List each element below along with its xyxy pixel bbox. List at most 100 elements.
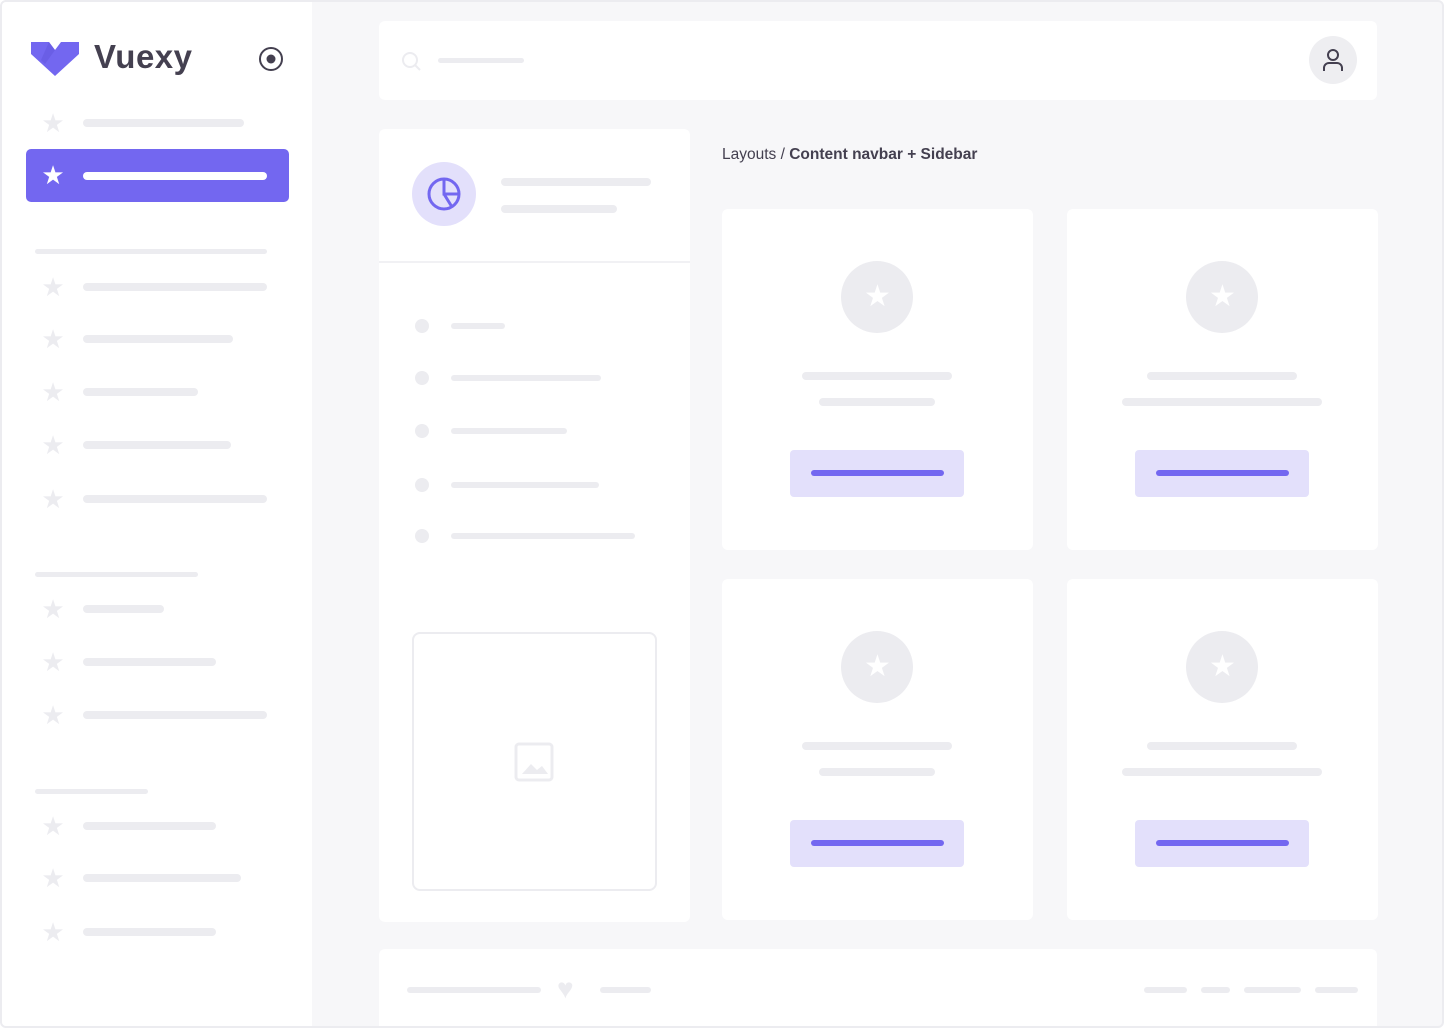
vuexy-logo-icon bbox=[31, 42, 79, 76]
sidebar-item-label-placeholder bbox=[83, 874, 241, 882]
sidebar-item[interactable]: ★ bbox=[2, 912, 302, 952]
sidebar-item-label-placeholder bbox=[83, 441, 231, 449]
card-button[interactable] bbox=[790, 820, 964, 867]
section-header-placeholder bbox=[35, 249, 267, 254]
star-icon: ★ bbox=[1209, 280, 1236, 313]
sidebar-item-label-placeholder bbox=[83, 119, 244, 127]
list-item[interactable] bbox=[409, 473, 669, 497]
star-icon: ★ bbox=[41, 863, 65, 893]
list-item[interactable] bbox=[409, 366, 669, 390]
sidebar-item-label-placeholder bbox=[83, 605, 164, 613]
search-input[interactable] bbox=[438, 58, 524, 63]
divider bbox=[379, 261, 690, 263]
image-placeholder bbox=[412, 632, 657, 891]
star-icon: ★ bbox=[864, 650, 891, 683]
star-icon: ★ bbox=[1209, 650, 1236, 683]
star-icon: ★ bbox=[41, 811, 65, 841]
card-avatar: ★ bbox=[1186, 261, 1258, 333]
sidebar-item[interactable]: ★ bbox=[2, 858, 302, 898]
footer-text-placeholder bbox=[600, 987, 651, 993]
card-text-placeholder bbox=[819, 398, 935, 406]
breadcrumb: Layouts / Content navbar + Sidebar bbox=[722, 146, 977, 164]
star-icon: ★ bbox=[41, 594, 65, 624]
sidebar: Vuexy ★ ★ ★ ★ ★ ★ ★ ★ ★ ★ ★ ★ ★ bbox=[2, 2, 312, 1026]
sidebar-item[interactable]: ★ bbox=[2, 695, 302, 735]
card-button-label-placeholder bbox=[1156, 840, 1289, 846]
sidebar-item[interactable]: ★ bbox=[2, 642, 302, 682]
star-icon: ★ bbox=[41, 700, 65, 730]
star-icon: ★ bbox=[41, 377, 65, 407]
sidebar-item[interactable]: ★ bbox=[2, 372, 302, 412]
card-button[interactable] bbox=[1135, 820, 1309, 867]
list-item-placeholder bbox=[451, 482, 599, 488]
avatar[interactable] bbox=[1309, 36, 1357, 84]
star-icon: ★ bbox=[41, 484, 65, 514]
breadcrumb-current: Content navbar + Sidebar bbox=[789, 146, 978, 163]
sidebar-item[interactable]: ★ bbox=[2, 267, 302, 307]
star-icon: ★ bbox=[41, 917, 65, 947]
section-header-placeholder bbox=[35, 789, 148, 794]
star-icon: ★ bbox=[41, 108, 65, 138]
sidebar-item-label-placeholder bbox=[83, 172, 267, 180]
card-text-placeholder bbox=[1122, 398, 1322, 406]
list-item-placeholder bbox=[451, 375, 601, 381]
sidebar-item[interactable]: ★ bbox=[2, 103, 302, 143]
sidebar-item[interactable]: ★ bbox=[2, 806, 302, 846]
footer-link[interactable] bbox=[1144, 987, 1187, 993]
footer-link[interactable] bbox=[1244, 987, 1301, 993]
card-title-placeholder bbox=[1147, 742, 1297, 750]
breadcrumb-parent[interactable]: Layouts bbox=[722, 146, 777, 163]
bullet bbox=[415, 478, 429, 492]
radio-target-icon[interactable] bbox=[258, 46, 284, 72]
list-item[interactable] bbox=[409, 524, 669, 548]
breadcrumb-separator: / bbox=[776, 146, 790, 163]
sidebar-item-label-placeholder bbox=[83, 388, 198, 396]
search-icon[interactable] bbox=[401, 51, 421, 71]
sidebar-item[interactable]: ★ bbox=[2, 479, 302, 519]
content-card: ★ bbox=[722, 209, 1033, 550]
star-icon: ★ bbox=[41, 430, 65, 460]
card-avatar: ★ bbox=[841, 631, 913, 703]
list-item-placeholder bbox=[451, 428, 567, 434]
bullet bbox=[415, 371, 429, 385]
section-header-placeholder bbox=[35, 572, 198, 577]
sidebar-item-label-placeholder bbox=[83, 495, 267, 503]
card-avatar: ★ bbox=[841, 261, 913, 333]
list-item[interactable] bbox=[409, 419, 669, 443]
card-text-placeholder bbox=[819, 768, 935, 776]
bullet bbox=[415, 319, 429, 333]
sidebar-item-active[interactable]: ★ bbox=[26, 149, 289, 202]
sidebar-item[interactable]: ★ bbox=[2, 425, 302, 465]
sidebar-item[interactable]: ★ bbox=[2, 589, 302, 629]
content-card: ★ bbox=[1067, 579, 1378, 920]
card-button-label-placeholder bbox=[1156, 470, 1289, 476]
footer-link[interactable] bbox=[1201, 987, 1230, 993]
card-avatar: ★ bbox=[1186, 631, 1258, 703]
content-card: ★ bbox=[1067, 209, 1378, 550]
footer-link[interactable] bbox=[1315, 987, 1358, 993]
bullet bbox=[415, 529, 429, 543]
sidebar-item-label-placeholder bbox=[83, 822, 216, 830]
panel-title-placeholder bbox=[501, 178, 651, 186]
star-icon: ★ bbox=[41, 647, 65, 677]
footer: ♥ bbox=[379, 949, 1377, 1026]
footer-text-placeholder bbox=[407, 987, 541, 993]
list-item[interactable] bbox=[409, 314, 669, 338]
card-button[interactable] bbox=[1135, 450, 1309, 497]
sidebar-item-label-placeholder bbox=[83, 658, 216, 666]
star-icon: ★ bbox=[41, 324, 65, 354]
user-icon bbox=[1323, 49, 1343, 71]
image-icon bbox=[514, 742, 554, 782]
card-button[interactable] bbox=[790, 450, 964, 497]
pie-chart-icon bbox=[427, 177, 461, 211]
sidebar-item-label-placeholder bbox=[83, 283, 267, 291]
card-button-label-placeholder bbox=[811, 840, 944, 846]
card-text-placeholder bbox=[1122, 768, 1322, 776]
panel-subtitle-placeholder bbox=[501, 205, 617, 213]
list-item-placeholder bbox=[451, 323, 505, 329]
card-title-placeholder bbox=[1147, 372, 1297, 380]
card-title-placeholder bbox=[802, 742, 952, 750]
content-card: ★ bbox=[722, 579, 1033, 920]
sidebar-item-label-placeholder bbox=[83, 335, 233, 343]
sidebar-item[interactable]: ★ bbox=[2, 319, 302, 359]
